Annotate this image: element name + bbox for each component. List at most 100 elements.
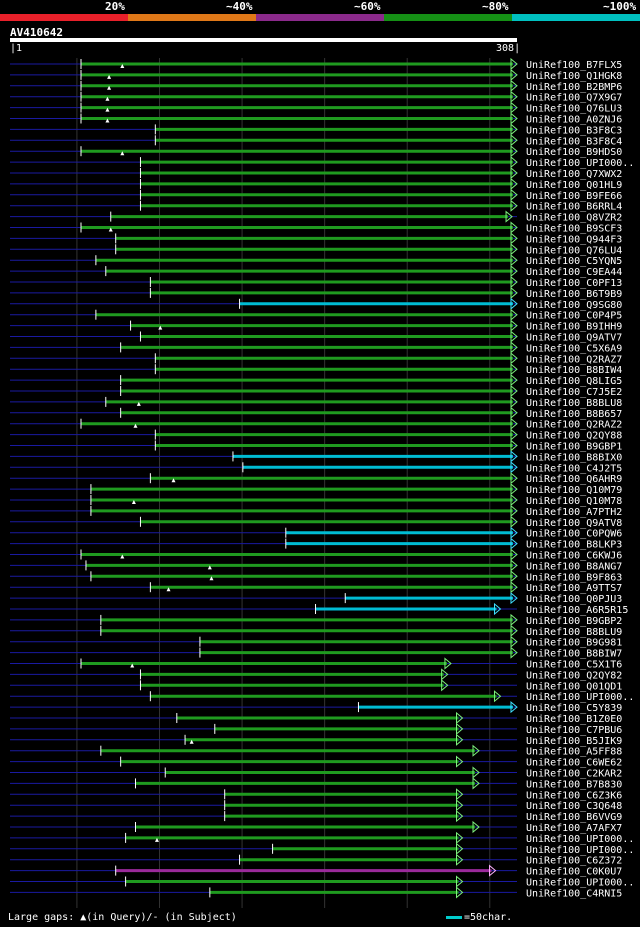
insertion-marker xyxy=(136,401,141,406)
hit-arrow xyxy=(510,308,518,321)
hit-label: UniRef100_B8BLU9 xyxy=(526,627,622,638)
insertion-marker xyxy=(107,85,112,90)
insertion-marker xyxy=(105,107,110,112)
hit-arrow xyxy=(510,145,518,158)
hit-arrow xyxy=(441,679,449,692)
hit-arrow xyxy=(472,744,480,757)
insertion-marker xyxy=(120,151,125,156)
hit-arrow xyxy=(510,123,518,136)
hit-arrow xyxy=(510,199,518,212)
hit-arrow xyxy=(493,602,502,616)
hit-arrow xyxy=(510,188,518,201)
hit-label: UniRef100_Q1HGK8 xyxy=(526,71,622,82)
hit-arrow xyxy=(510,232,518,245)
hit-label: UniRef100_B8BLU8 xyxy=(526,398,622,409)
hit-label: UniRef100_UPI000.. xyxy=(526,845,634,856)
hit-arrow xyxy=(456,788,464,801)
hit-arrow xyxy=(444,657,452,670)
hit-label: UniRef100_C5X6A9 xyxy=(526,343,622,354)
hit-arrow xyxy=(510,548,518,561)
hit-label: UniRef100_Q2RAZ7 xyxy=(526,354,622,365)
hit-arrow xyxy=(493,690,502,703)
scale-text: =50char. xyxy=(464,912,513,923)
hit-label: UniRef100_Q7XWX2 xyxy=(526,169,622,180)
hit-label: UniRef100_A7AFX7 xyxy=(526,823,622,834)
hit-arrow xyxy=(510,221,518,234)
hit-label: UniRef100_A6R5R15 xyxy=(526,605,628,616)
scale-legend: =50char. xyxy=(446,912,512,923)
hit-label: UniRef100_Q10M78 xyxy=(526,496,622,507)
hit-label: UniRef100_B8B657 xyxy=(526,409,622,420)
legend-label-4: ~100% xyxy=(603,0,637,13)
hit-arrow xyxy=(510,417,518,430)
hit-label: UniRef100_Q01QD1 xyxy=(526,681,622,692)
hit-label: UniRef100_C7PBU6 xyxy=(526,725,622,736)
hit-label: UniRef100_C7J5E2 xyxy=(526,387,622,398)
hit-arrow xyxy=(510,592,518,605)
hit-label: UniRef100_B8BIX0 xyxy=(526,452,622,463)
hit-label: UniRef100_C4J2T5 xyxy=(526,463,622,474)
scale-bar xyxy=(446,915,462,919)
hit-label: UniRef100_Q8LIG5 xyxy=(526,376,622,387)
hit-label: UniRef100_B5JIK9 xyxy=(526,736,622,747)
hit-label: UniRef100_C4RNI5 xyxy=(526,888,622,899)
hit-label: UniRef100_C0PQW6 xyxy=(526,529,622,540)
legend-label-0: 20% xyxy=(105,0,125,13)
hit-label: UniRef100_A7PTH2 xyxy=(526,507,622,518)
hit-arrow xyxy=(505,210,513,223)
hit-arrow xyxy=(510,406,518,419)
hit-arrow xyxy=(510,493,518,507)
hit-arrow xyxy=(510,90,518,103)
hit-label: UniRef100_B7B830 xyxy=(526,779,622,790)
hit-arrow xyxy=(510,646,518,659)
query-start-value: 1 xyxy=(16,43,23,54)
hit-arrow xyxy=(456,733,464,746)
hit-arrow xyxy=(510,559,518,572)
hit-label: UniRef100_B9IHH9 xyxy=(526,322,622,333)
hit-arrow xyxy=(510,537,518,550)
hit-label: UniRef100_C6Z372 xyxy=(526,856,622,867)
hit-label: UniRef100_UPI000.. xyxy=(526,878,634,889)
hit-arrow xyxy=(510,526,518,539)
hit-arrow xyxy=(510,330,518,343)
insertion-marker xyxy=(189,739,194,744)
hit-arrow xyxy=(510,286,518,299)
hit-label: UniRef100_C6WE62 xyxy=(526,758,622,769)
hit-arrow xyxy=(510,581,518,594)
hit-label: UniRef100_C0P4P5 xyxy=(526,311,622,322)
hit-label: UniRef100_UPI000.. xyxy=(526,834,634,845)
insertion-marker xyxy=(158,325,163,330)
insertion-marker xyxy=(131,500,136,504)
hit-arrow xyxy=(510,395,518,408)
hit-arrow xyxy=(472,766,480,779)
hit-arrow xyxy=(456,842,464,855)
hit-arrow xyxy=(510,428,518,441)
hit-arrow xyxy=(510,101,518,114)
ruler-start: |1 xyxy=(10,43,23,54)
hit-arrow xyxy=(510,275,518,289)
hit-label: UniRef100_B8LKP3 xyxy=(526,540,622,551)
hit-label: UniRef100_B3F8C3 xyxy=(526,125,622,136)
hit-arrow xyxy=(456,886,464,899)
hit-label: UniRef100_B6RRL4 xyxy=(526,202,622,213)
hit-label: UniRef100_Q7X9G7 xyxy=(526,93,622,104)
insertion-marker xyxy=(105,118,110,123)
hit-arrow xyxy=(510,635,518,648)
hit-label: UniRef100_B9GBP1 xyxy=(526,442,622,453)
hit-label: UniRef100_UPI000.. xyxy=(526,158,634,169)
hit-label: UniRef100_Q9ATV8 xyxy=(526,518,622,529)
hit-label: UniRef100_C5Y839 xyxy=(526,703,622,714)
hit-label: UniRef100_Q10M79 xyxy=(526,485,622,496)
hit-label: UniRef100_C0PF13 xyxy=(526,278,622,289)
hit-arrow xyxy=(510,624,518,637)
hit-arrow xyxy=(510,461,518,474)
hit-label: UniRef100_Q0PJU3 xyxy=(526,594,622,605)
hit-arrow xyxy=(441,668,449,681)
hit-arrow xyxy=(510,297,518,310)
hit-arrow xyxy=(456,711,464,725)
hit-label: UniRef100_C3Q648 xyxy=(526,801,622,812)
hit-arrow xyxy=(456,722,464,735)
hit-arrow xyxy=(510,472,518,485)
hit-arrow xyxy=(510,483,518,496)
